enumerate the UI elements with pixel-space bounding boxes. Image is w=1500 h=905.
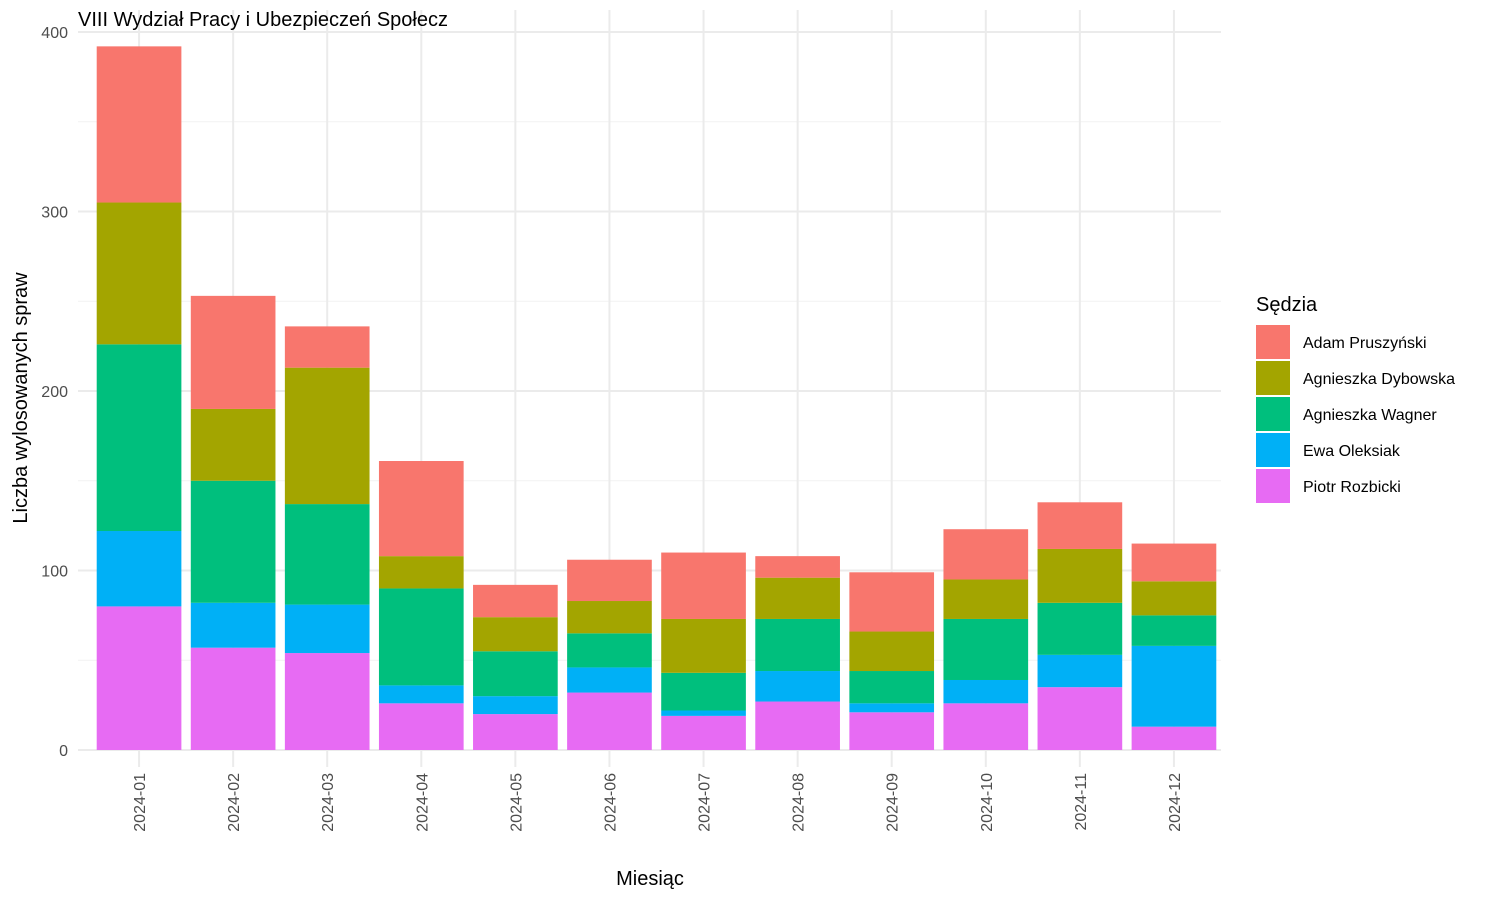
legend-label: Adam Pruszyński — [1303, 335, 1427, 352]
legend-swatch — [1256, 469, 1290, 503]
legend-swatch — [1256, 325, 1290, 359]
bar-segment-agnieszka-wagner-2024-03 — [284, 504, 370, 605]
y-tick-label: 100 — [41, 564, 68, 581]
legend-swatch — [1256, 361, 1290, 395]
bar-segment-ewa-oleksiak-2024-02 — [190, 602, 276, 648]
bar-segment-agnieszka-dybowska-2024-04 — [378, 556, 464, 589]
legend-items: Adam Pruszyński Agnieszka Dybowska Agniesz… — [1256, 325, 1455, 503]
bar-segment-ewa-oleksiak-2024-03 — [284, 604, 370, 654]
bar-segment-adam-pruszynski-2024-09 — [849, 572, 935, 632]
y-tick-label: 300 — [41, 205, 68, 222]
bar-segment-agnieszka-wagner-2024-08 — [755, 618, 840, 672]
legend-swatch — [1256, 433, 1290, 467]
bar-segment-ewa-oleksiak-2024-07 — [661, 710, 746, 716]
x-tick-label: 2024-04 — [414, 773, 431, 832]
bar-segment-adam-pruszynski-2024-01 — [96, 46, 182, 203]
x-axis-title: Miesiąc — [616, 868, 684, 890]
x-tick-label: 2024-05 — [508, 773, 525, 832]
x-tick-label: 2024-12 — [1167, 773, 1184, 832]
x-tick-label: 2024-02 — [226, 773, 243, 832]
bar-segment-adam-pruszynski-2024-06 — [567, 559, 652, 602]
bar-segment-piotr-rozbicki-2024-08 — [755, 701, 840, 750]
bars-layer — [96, 46, 1217, 750]
bar-segment-agnieszka-dybowska-2024-07 — [661, 618, 746, 673]
bar-segment-ewa-oleksiak-2024-01 — [96, 531, 182, 607]
bar-segment-adam-pruszynski-2024-04 — [378, 461, 464, 557]
x-tick-label: 2024-01 — [132, 773, 149, 832]
x-tick-label: 2024-10 — [979, 773, 996, 832]
bar-segment-agnieszka-wagner-2024-07 — [661, 672, 746, 711]
bar-segment-ewa-oleksiak-2024-04 — [378, 685, 464, 704]
bar-segment-adam-pruszynski-2024-12 — [1131, 543, 1217, 582]
legend-label: Ewa Oleksiak — [1303, 443, 1401, 460]
bar-segment-adam-pruszynski-2024-05 — [473, 584, 558, 618]
bar-segment-agnieszka-wagner-2024-01 — [96, 344, 182, 532]
bar-segment-agnieszka-dybowska-2024-11 — [1037, 548, 1123, 603]
bar-segment-ewa-oleksiak-2024-12 — [1131, 645, 1217, 727]
bar-segment-piotr-rozbicki-2024-01 — [96, 606, 182, 750]
axis-layer: 0 100 200 300 400 2024-01 2024-02 2024-03 2024-0… — [41, 25, 1184, 832]
bar-segment-piotr-rozbicki-2024-12 — [1131, 726, 1217, 750]
y-tick-label: 400 — [41, 25, 68, 42]
x-tick-label: 2024-08 — [791, 773, 808, 832]
bar-segment-adam-pruszynski-2024-07 — [661, 552, 746, 619]
legend-label: Agnieszka Wagner — [1303, 407, 1437, 424]
bar-segment-ewa-oleksiak-2024-11 — [1037, 654, 1123, 688]
bar-segment-agnieszka-dybowska-2024-12 — [1131, 581, 1217, 616]
bar-segment-agnieszka-dybowska-2024-01 — [96, 202, 182, 345]
chart-title: VIII Wydział Pracy i Ubezpieczeń Społecz — [78, 9, 448, 31]
bar-segment-agnieszka-wagner-2024-10 — [943, 618, 1029, 680]
bar-segment-ewa-oleksiak-2024-09 — [849, 703, 935, 713]
bar-segment-agnieszka-wagner-2024-12 — [1131, 615, 1217, 646]
bar-segment-agnieszka-wagner-2024-11 — [1037, 602, 1123, 655]
bar-segment-ewa-oleksiak-2024-10 — [943, 679, 1029, 704]
bar-segment-agnieszka-wagner-2024-06 — [567, 633, 652, 668]
bar-segment-piotr-rozbicki-2024-02 — [190, 647, 276, 750]
bar-segment-adam-pruszynski-2024-10 — [943, 529, 1029, 580]
bar-segment-agnieszka-dybowska-2024-03 — [284, 367, 370, 505]
bar-segment-piotr-rozbicki-2024-05 — [473, 714, 558, 750]
y-tick-label: 200 — [41, 384, 68, 401]
bar-segment-agnieszka-wagner-2024-04 — [378, 588, 464, 686]
bar-segment-agnieszka-dybowska-2024-06 — [567, 601, 652, 634]
bar-segment-agnieszka-dybowska-2024-02 — [190, 408, 276, 481]
y-tick-label: 0 — [59, 743, 68, 760]
bar-segment-adam-pruszynski-2024-08 — [755, 556, 840, 578]
legend: Sędzia Adam Pruszyński Agnieszka Dybowska… — [1256, 294, 1455, 503]
bar-segment-piotr-rozbicki-2024-04 — [378, 703, 464, 750]
bar-segment-piotr-rozbicki-2024-10 — [943, 703, 1029, 750]
bar-segment-ewa-oleksiak-2024-08 — [755, 671, 840, 702]
x-tick-label: 2024-07 — [697, 773, 714, 832]
y-axis-title: Liczba wylosowanych spraw — [10, 272, 32, 524]
bar-segment-ewa-oleksiak-2024-05 — [473, 696, 558, 715]
bar-segment-piotr-rozbicki-2024-11 — [1037, 687, 1123, 750]
bar-segment-adam-pruszynski-2024-03 — [284, 326, 370, 368]
x-tick-label: 2024-03 — [320, 773, 337, 832]
x-tick-label: 2024-06 — [602, 773, 619, 832]
bar-segment-piotr-rozbicki-2024-03 — [284, 653, 370, 750]
bar-segment-agnieszka-dybowska-2024-05 — [473, 617, 558, 652]
bar-segment-agnieszka-dybowska-2024-10 — [943, 579, 1029, 619]
legend-label: Piotr Rozbicki — [1303, 479, 1401, 496]
bar-segment-adam-pruszynski-2024-02 — [190, 295, 276, 409]
bar-segment-piotr-rozbicki-2024-06 — [567, 692, 652, 750]
bar-segment-agnieszka-dybowska-2024-09 — [849, 631, 935, 672]
bar-segment-ewa-oleksiak-2024-06 — [567, 667, 652, 693]
bar-segment-agnieszka-wagner-2024-05 — [473, 651, 558, 697]
bar-segment-agnieszka-wagner-2024-09 — [849, 671, 935, 704]
legend-swatch — [1256, 397, 1290, 431]
bar-segment-adam-pruszynski-2024-11 — [1037, 502, 1123, 549]
bar-segment-piotr-rozbicki-2024-07 — [661, 715, 746, 750]
x-tick-label: 2024-09 — [885, 773, 902, 832]
x-tick-label: 2024-11 — [1073, 773, 1090, 831]
bar-segment-agnieszka-dybowska-2024-08 — [755, 577, 840, 619]
legend-label: Agnieszka Dybowska — [1303, 371, 1455, 388]
legend-title: Sędzia — [1256, 294, 1318, 316]
bar-segment-agnieszka-wagner-2024-02 — [190, 480, 276, 603]
bar-segment-piotr-rozbicki-2024-09 — [849, 712, 935, 750]
